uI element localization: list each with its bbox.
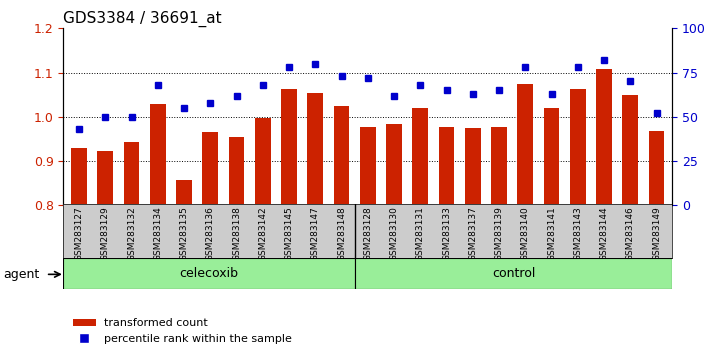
Text: GSM283135: GSM283135 <box>180 206 189 261</box>
Bar <box>386 124 402 205</box>
Text: GSM283130: GSM283130 <box>389 206 398 261</box>
Text: control: control <box>492 267 535 280</box>
Text: GSM283145: GSM283145 <box>284 206 294 261</box>
Text: GSM283137: GSM283137 <box>468 206 477 261</box>
Text: GSM283132: GSM283132 <box>127 206 136 261</box>
Text: GSM283144: GSM283144 <box>600 206 608 261</box>
Text: GSM283146: GSM283146 <box>626 206 635 261</box>
Text: GSM283143: GSM283143 <box>573 206 582 261</box>
Text: GSM283141: GSM283141 <box>547 206 556 261</box>
Text: GSM283148: GSM283148 <box>337 206 346 261</box>
Bar <box>176 179 192 205</box>
Text: GSM283140: GSM283140 <box>521 206 530 261</box>
Bar <box>203 132 218 205</box>
Text: GSM283149: GSM283149 <box>652 206 661 261</box>
Text: celecoxib: celecoxib <box>180 267 239 280</box>
Bar <box>97 151 113 205</box>
Bar <box>439 127 455 205</box>
Bar <box>413 108 428 205</box>
FancyBboxPatch shape <box>355 258 672 289</box>
Bar <box>334 106 349 205</box>
Text: GSM283131: GSM283131 <box>416 206 425 261</box>
Legend: transformed count, percentile rank within the sample: transformed count, percentile rank withi… <box>69 314 297 348</box>
Bar <box>124 142 139 205</box>
Bar <box>491 126 507 205</box>
Bar <box>360 126 376 205</box>
Text: GSM283147: GSM283147 <box>311 206 320 261</box>
Text: GDS3384 / 36691_at: GDS3384 / 36691_at <box>63 11 222 27</box>
Bar <box>622 95 639 205</box>
Bar <box>308 93 323 205</box>
Bar <box>281 89 297 205</box>
Text: GSM283136: GSM283136 <box>206 206 215 261</box>
Bar <box>71 148 87 205</box>
FancyBboxPatch shape <box>63 258 355 289</box>
Text: agent: agent <box>4 268 39 281</box>
Bar <box>596 69 612 205</box>
Text: GSM283127: GSM283127 <box>75 206 84 261</box>
Text: GSM283139: GSM283139 <box>495 206 503 261</box>
Text: GSM283138: GSM283138 <box>232 206 241 261</box>
Text: GSM283134: GSM283134 <box>153 206 163 261</box>
Bar <box>517 84 533 205</box>
Bar <box>255 118 271 205</box>
Text: GSM283129: GSM283129 <box>101 206 110 261</box>
Text: GSM283133: GSM283133 <box>442 206 451 261</box>
Bar <box>465 128 481 205</box>
Text: GSM283128: GSM283128 <box>363 206 372 261</box>
Bar <box>648 131 665 205</box>
Bar <box>570 89 586 205</box>
Bar <box>150 103 165 205</box>
Bar <box>229 137 244 205</box>
Bar <box>543 108 560 205</box>
Text: GSM283142: GSM283142 <box>258 206 268 261</box>
